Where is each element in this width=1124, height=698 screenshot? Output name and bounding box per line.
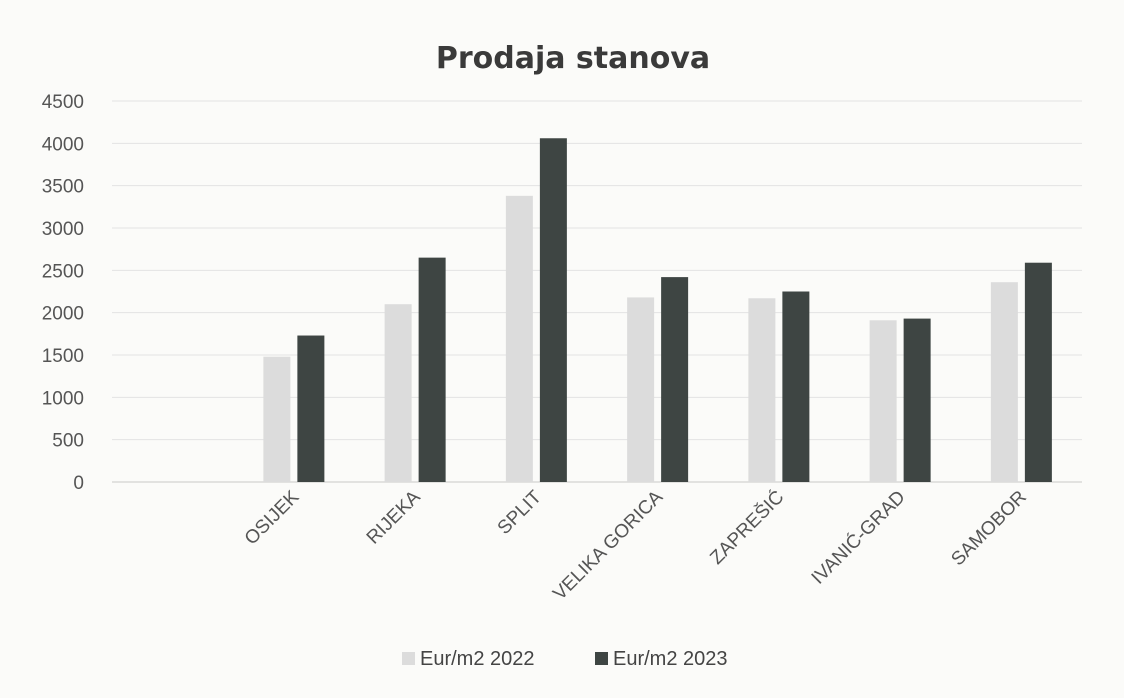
chart-title: Prodaja stanova xyxy=(436,41,710,76)
legend-label: Eur/m2 2023 xyxy=(613,648,728,670)
bar-2022 xyxy=(990,282,1018,482)
legend: Eur/m2 2022 Eur/m2 2023 xyxy=(402,648,728,670)
y-tick-label: 500 xyxy=(52,431,84,452)
legend-swatch xyxy=(595,652,608,665)
bar-2022 xyxy=(263,356,291,482)
y-tick-label: 0 xyxy=(73,473,84,494)
bar-2022 xyxy=(627,297,655,482)
y-tick-label: 1500 xyxy=(42,346,84,367)
bar-2023 xyxy=(782,291,810,482)
bar-2022 xyxy=(869,320,897,482)
y-tick-label: 1000 xyxy=(42,388,84,409)
bar-2022 xyxy=(384,304,412,482)
legend-swatch xyxy=(402,652,415,665)
y-tick-label: 2500 xyxy=(42,261,84,282)
bar-2022 xyxy=(505,195,533,482)
bar-2023 xyxy=(903,318,931,482)
bar-2023 xyxy=(418,257,446,482)
bar-2023 xyxy=(297,335,325,482)
bar-2023 xyxy=(661,277,689,482)
y-tick-label: 2000 xyxy=(42,304,84,325)
bars xyxy=(263,138,1052,482)
legend-label: Eur/m2 2022 xyxy=(420,648,535,670)
bar-2023 xyxy=(1024,262,1052,482)
y-tick-label: 4500 xyxy=(42,92,84,113)
y-tick-label: 4000 xyxy=(42,134,84,155)
y-tick-label: 3000 xyxy=(42,219,84,240)
bar-2022 xyxy=(748,298,776,482)
y-axis-ticks: 0 500 1000 1500 2000 2500 3000 3500 4000 4500 xyxy=(42,92,84,494)
y-tick-label: 3500 xyxy=(42,177,84,198)
bar-2023 xyxy=(539,138,567,482)
